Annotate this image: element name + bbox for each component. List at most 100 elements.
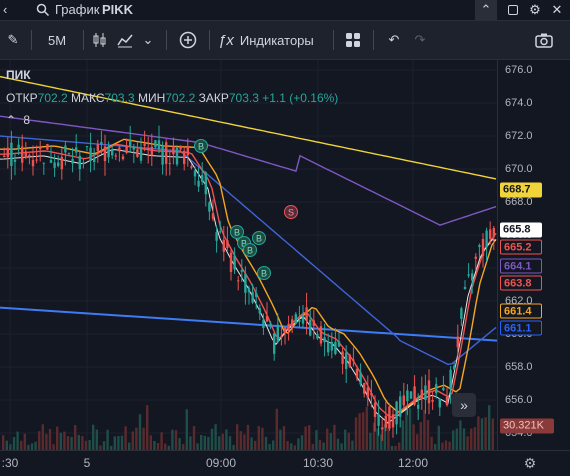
marker-label: B [241, 239, 247, 249]
volume-bar [77, 435, 80, 450]
candle-body [370, 393, 373, 396]
chevron-left-icon[interactable]: ‹ [3, 2, 8, 17]
close-button[interactable]: ✕ [546, 0, 568, 20]
candle-body [467, 274, 470, 276]
candle-body [28, 154, 31, 157]
volume-bar [376, 428, 379, 450]
buy-marker [257, 266, 271, 280]
low-label: МИН [137, 91, 166, 105]
indicators-button[interactable]: ƒx Индикаторы [218, 21, 328, 59]
settings-button[interactable]: ⚙ [521, 454, 539, 472]
chart-toolbar: ✎ 5M ⌄ ƒx Индикаторы ↶ ↷ [0, 21, 570, 60]
price-axis[interactable]: 676.0674.0672.0670.0668.0666.0664.0662.0… [497, 60, 570, 450]
candle-body [197, 180, 200, 187]
snapshot-button[interactable] [532, 21, 556, 59]
collapse-button[interactable]: ⌃ [475, 0, 497, 20]
volume-bar [102, 441, 106, 450]
volume-bar [2, 435, 5, 450]
candle-body [154, 140, 157, 148]
candle-body [298, 320, 301, 322]
candle-body [485, 230, 488, 248]
chart-type-area-button[interactable] [113, 21, 137, 59]
candle-body [258, 308, 261, 314]
layouts-button[interactable] [342, 21, 364, 59]
volume-bar [405, 409, 408, 450]
studies-toggle[interactable]: ⌃ 8 [6, 113, 30, 127]
volume-bar [452, 430, 455, 450]
scroll-to-latest-button[interactable]: » [452, 393, 476, 417]
volume-bar [174, 430, 178, 450]
volume-bar [426, 420, 430, 450]
volume-bar [401, 420, 404, 450]
volume-bar [92, 424, 95, 450]
volume-bar [124, 426, 127, 450]
volume-bar [362, 412, 365, 450]
candle-body [269, 323, 272, 328]
volume-bar [239, 431, 242, 450]
candle-body [424, 385, 427, 400]
volume-bar [272, 440, 275, 450]
volume-bar [484, 417, 487, 450]
candle-body [147, 147, 150, 151]
candle-body [323, 337, 326, 343]
settings-button[interactable]: ⚙ [524, 0, 546, 20]
candle-body [31, 160, 35, 167]
volume-bar [315, 430, 318, 450]
redo-icon: ↷ [414, 32, 426, 47]
candle-body [255, 293, 258, 297]
ma-blue-line [0, 135, 497, 366]
symbol-text[interactable]: PIKK [102, 2, 134, 17]
price-label: 661.1 [500, 320, 542, 336]
volume-bar [462, 428, 466, 450]
volume-bar [128, 442, 131, 450]
undo-button[interactable]: ↶ [384, 21, 404, 59]
volume-bar [297, 438, 300, 450]
candle-body [118, 147, 121, 152]
volume-bar [84, 440, 88, 450]
volume-bar [347, 432, 350, 450]
price-label: 665.2 [500, 239, 542, 255]
chart-type-candles-button[interactable] [88, 21, 112, 59]
candle-body [316, 333, 319, 339]
volume-bar [56, 426, 59, 450]
candle-body [309, 319, 312, 336]
candle-body [330, 341, 333, 351]
volume-bar [99, 445, 102, 450]
candle-body [276, 324, 279, 342]
volume-bar [214, 424, 217, 450]
volume-bar [34, 441, 37, 450]
volume-bar [300, 435, 304, 450]
candle-body [492, 227, 495, 237]
volume-label: 30.321K [500, 418, 554, 434]
volume-bar [106, 429, 109, 450]
volume-bar [322, 442, 325, 450]
candle-body [64, 145, 67, 153]
search-icon[interactable] [36, 3, 50, 17]
candle-body [75, 147, 78, 153]
legend-ticker: ПИК [6, 68, 31, 82]
maximize-button[interactable] [502, 0, 524, 20]
volume-bar [488, 405, 491, 450]
candle-body [233, 255, 236, 270]
draw-button[interactable]: ✎ [2, 21, 24, 59]
candle-body [244, 273, 247, 293]
volume-bar [196, 443, 199, 450]
redo-button[interactable]: ↷ [410, 21, 430, 59]
volume-bar [63, 431, 66, 450]
marker-label: S [288, 208, 294, 218]
price-label: 661.4 [500, 303, 542, 319]
time-axis[interactable]: ⚙ :30 5 09:00 10:30 12:00 [0, 450, 570, 476]
candle-body [373, 402, 377, 417]
candle-body [377, 414, 380, 426]
volume-bar [365, 406, 368, 450]
double-chevron-right-icon: » [460, 397, 468, 413]
volume-bar [88, 440, 91, 450]
compare-button[interactable] [176, 21, 200, 59]
interval-button[interactable]: 5M [47, 32, 67, 48]
candle-body [355, 369, 359, 378]
chart-type-dropdown[interactable]: ⌄ [138, 21, 158, 59]
volume-bar [282, 426, 286, 450]
divider [333, 30, 334, 50]
